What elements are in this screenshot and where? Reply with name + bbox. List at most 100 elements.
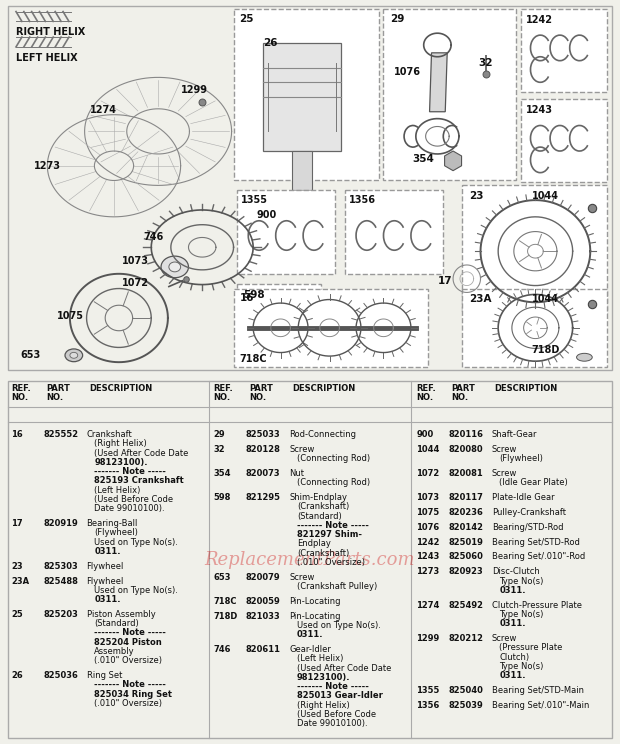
- Text: Bearing/STD-Rod: Bearing/STD-Rod: [492, 523, 563, 532]
- Text: 0311.: 0311.: [500, 671, 526, 680]
- Text: NO.: NO.: [46, 393, 63, 402]
- Text: PART: PART: [451, 385, 476, 394]
- Text: 25: 25: [11, 610, 23, 619]
- Text: 1355: 1355: [241, 195, 268, 205]
- Ellipse shape: [65, 349, 82, 362]
- Text: 1073: 1073: [416, 493, 440, 502]
- Text: NO.: NO.: [451, 393, 469, 402]
- Text: (Connecting Rod): (Connecting Rod): [297, 455, 370, 464]
- Text: (Crankshaft Pulley): (Crankshaft Pulley): [297, 582, 377, 591]
- Text: DESCRIPTION: DESCRIPTION: [292, 385, 355, 394]
- Text: ------- Note -----: ------- Note -----: [94, 629, 166, 638]
- Text: 825019: 825019: [448, 538, 484, 547]
- Text: 821297 Shim-: 821297 Shim-: [297, 530, 362, 539]
- Text: 820073: 820073: [246, 469, 281, 478]
- Text: 825033: 825033: [246, 430, 281, 439]
- Bar: [345, 190, 443, 274]
- Text: Disc-Clutch: Disc-Clutch: [492, 567, 539, 577]
- Text: NO.: NO.: [416, 393, 433, 402]
- Text: 98123100).: 98123100).: [94, 458, 148, 467]
- Text: 820117: 820117: [448, 493, 484, 502]
- Ellipse shape: [161, 256, 188, 278]
- Ellipse shape: [70, 353, 78, 359]
- Bar: [293, 151, 312, 190]
- Text: 1355: 1355: [416, 686, 440, 695]
- Text: Clutch): Clutch): [500, 652, 529, 661]
- Text: PART: PART: [46, 385, 70, 394]
- Text: PART: PART: [249, 385, 273, 394]
- Text: Pulley-Crankshaft: Pulley-Crankshaft: [492, 508, 565, 517]
- Text: 718C: 718C: [214, 597, 237, 606]
- Text: Pin-Locating: Pin-Locating: [289, 612, 340, 620]
- Text: Nut: Nut: [289, 469, 304, 478]
- Text: 653: 653: [20, 350, 40, 360]
- Bar: [237, 190, 335, 274]
- Text: 820919: 820919: [43, 519, 78, 528]
- Text: 1075: 1075: [57, 311, 84, 321]
- Bar: [521, 99, 607, 182]
- Text: 0311.: 0311.: [94, 595, 121, 604]
- Text: 17: 17: [11, 519, 23, 528]
- Text: 32: 32: [479, 57, 493, 68]
- Text: 598: 598: [214, 493, 231, 502]
- Bar: [462, 185, 607, 313]
- Text: 820236: 820236: [448, 508, 484, 517]
- Bar: [462, 289, 607, 367]
- Polygon shape: [430, 53, 447, 112]
- Text: ------- Note -----: ------- Note -----: [297, 521, 369, 530]
- Text: 25: 25: [239, 13, 254, 24]
- Text: Bearing Set/STD-Main: Bearing Set/STD-Main: [492, 686, 583, 695]
- Text: 1072: 1072: [122, 278, 149, 288]
- Text: (Idle Gear Plate): (Idle Gear Plate): [500, 478, 568, 487]
- Text: 825552: 825552: [43, 430, 79, 439]
- Text: 0311.: 0311.: [500, 619, 526, 628]
- Text: Rod-Connecting: Rod-Connecting: [289, 430, 356, 439]
- Text: 820923: 820923: [448, 567, 483, 577]
- Text: 825013 Gear-Idler: 825013 Gear-Idler: [297, 691, 383, 700]
- Text: 825034 Ring Set: 825034 Ring Set: [94, 690, 172, 699]
- Text: Type No(s): Type No(s): [500, 577, 544, 586]
- Text: REF.: REF.: [11, 385, 31, 394]
- Text: 900: 900: [256, 210, 277, 220]
- Text: Used on Type No(s).: Used on Type No(s).: [297, 621, 381, 630]
- Text: 825492: 825492: [448, 600, 484, 609]
- Text: 1044: 1044: [416, 445, 440, 454]
- Text: RIGHT HELIX: RIGHT HELIX: [16, 28, 86, 37]
- Text: 718C: 718C: [239, 354, 267, 365]
- Text: (Right Helix): (Right Helix): [94, 440, 147, 449]
- Text: (Used After Code Date: (Used After Code Date: [94, 449, 188, 458]
- Text: 1072: 1072: [416, 469, 440, 478]
- Text: 1073: 1073: [122, 256, 149, 266]
- Text: Screw: Screw: [492, 445, 517, 454]
- Text: 746: 746: [214, 645, 231, 654]
- Text: ------- Note -----: ------- Note -----: [94, 467, 166, 476]
- Text: (Used After Code Date: (Used After Code Date: [297, 664, 391, 673]
- Text: Used on Type No(s).: Used on Type No(s).: [94, 538, 179, 547]
- Text: 1242: 1242: [526, 15, 552, 25]
- Text: 23A: 23A: [11, 577, 29, 586]
- Text: 820142: 820142: [448, 523, 484, 532]
- Text: 354: 354: [412, 154, 434, 164]
- Text: (.010" Oversize): (.010" Oversize): [94, 656, 162, 665]
- Text: 653: 653: [214, 573, 231, 582]
- Text: 825039: 825039: [448, 701, 483, 710]
- Ellipse shape: [261, 225, 277, 238]
- Text: 820116: 820116: [448, 430, 484, 439]
- Text: 825060: 825060: [448, 553, 484, 562]
- Text: 820080: 820080: [448, 445, 483, 454]
- Text: 23: 23: [469, 191, 483, 202]
- Text: (Crankshaft): (Crankshaft): [297, 502, 349, 511]
- Text: 26: 26: [11, 671, 23, 680]
- Text: 825193 Crankshaft: 825193 Crankshaft: [94, 476, 184, 486]
- Text: 821295: 821295: [246, 493, 281, 502]
- Text: Pin-Locating: Pin-Locating: [289, 597, 340, 606]
- Text: 17: 17: [437, 276, 452, 286]
- Text: (.010" Oversize): (.010" Oversize): [94, 699, 162, 708]
- Text: DESCRIPTION: DESCRIPTION: [89, 385, 153, 394]
- Text: Bearing Set/STD-Rod: Bearing Set/STD-Rod: [492, 538, 580, 547]
- Text: 1243: 1243: [416, 553, 440, 562]
- Text: 821033: 821033: [246, 612, 281, 620]
- Text: Endplay: Endplay: [297, 539, 331, 548]
- Text: Flywheel: Flywheel: [87, 577, 124, 586]
- Text: ------- Note -----: ------- Note -----: [297, 682, 369, 691]
